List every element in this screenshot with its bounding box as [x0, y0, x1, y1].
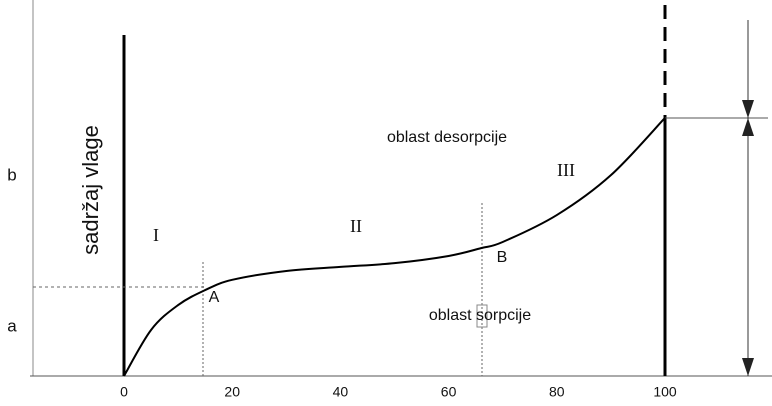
annotation: oblast desorpcije: [387, 129, 507, 146]
x-tick-label: 60: [441, 384, 457, 400]
annotation: I: [153, 225, 159, 245]
isotherm-curve: [123, 117, 666, 377]
annotation: oblast sorpcije: [429, 307, 531, 324]
x-tick-label: 0: [120, 384, 128, 400]
annotation: III: [557, 160, 575, 180]
y-tick-label: a: [7, 316, 17, 335]
y-axis-label: sadržaj vlage: [78, 125, 103, 255]
annotation: II: [350, 216, 362, 236]
annotation: A: [209, 289, 220, 306]
x-tick-label: 80: [549, 384, 565, 400]
x-tick-label: 100: [653, 384, 677, 400]
x-tick-label: 20: [224, 384, 240, 400]
annotation: B: [497, 249, 508, 266]
y-tick-label: b: [7, 165, 16, 184]
marker-box: [476, 304, 488, 328]
x-tick-label: 40: [333, 384, 349, 400]
